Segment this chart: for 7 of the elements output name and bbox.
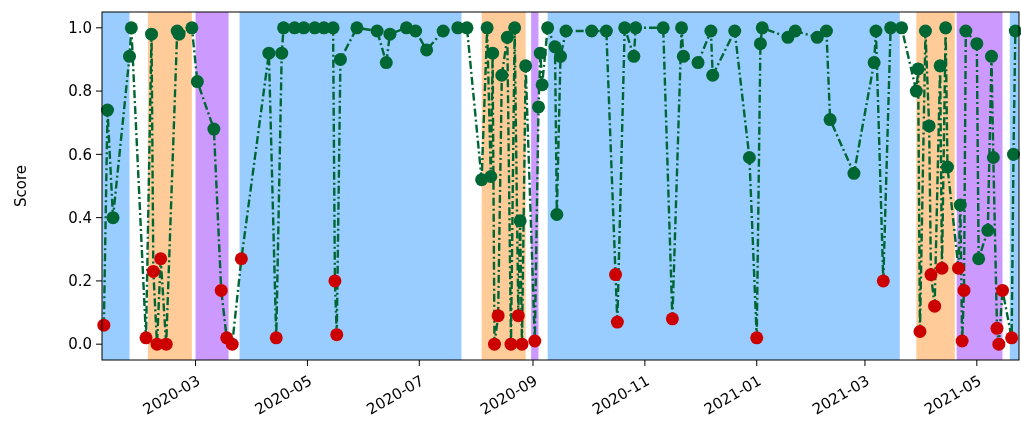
y-tick-label: 0.6 — [68, 145, 92, 164]
y-tick-label: 0.4 — [68, 208, 92, 227]
y-axis-title: Score — [12, 164, 30, 208]
y-tick-label: 0.2 — [68, 272, 92, 291]
y-tick-label: 0.8 — [68, 82, 92, 101]
y-tick-label: 1.0 — [68, 19, 92, 38]
y-tick-label: 0.0 — [68, 335, 92, 354]
